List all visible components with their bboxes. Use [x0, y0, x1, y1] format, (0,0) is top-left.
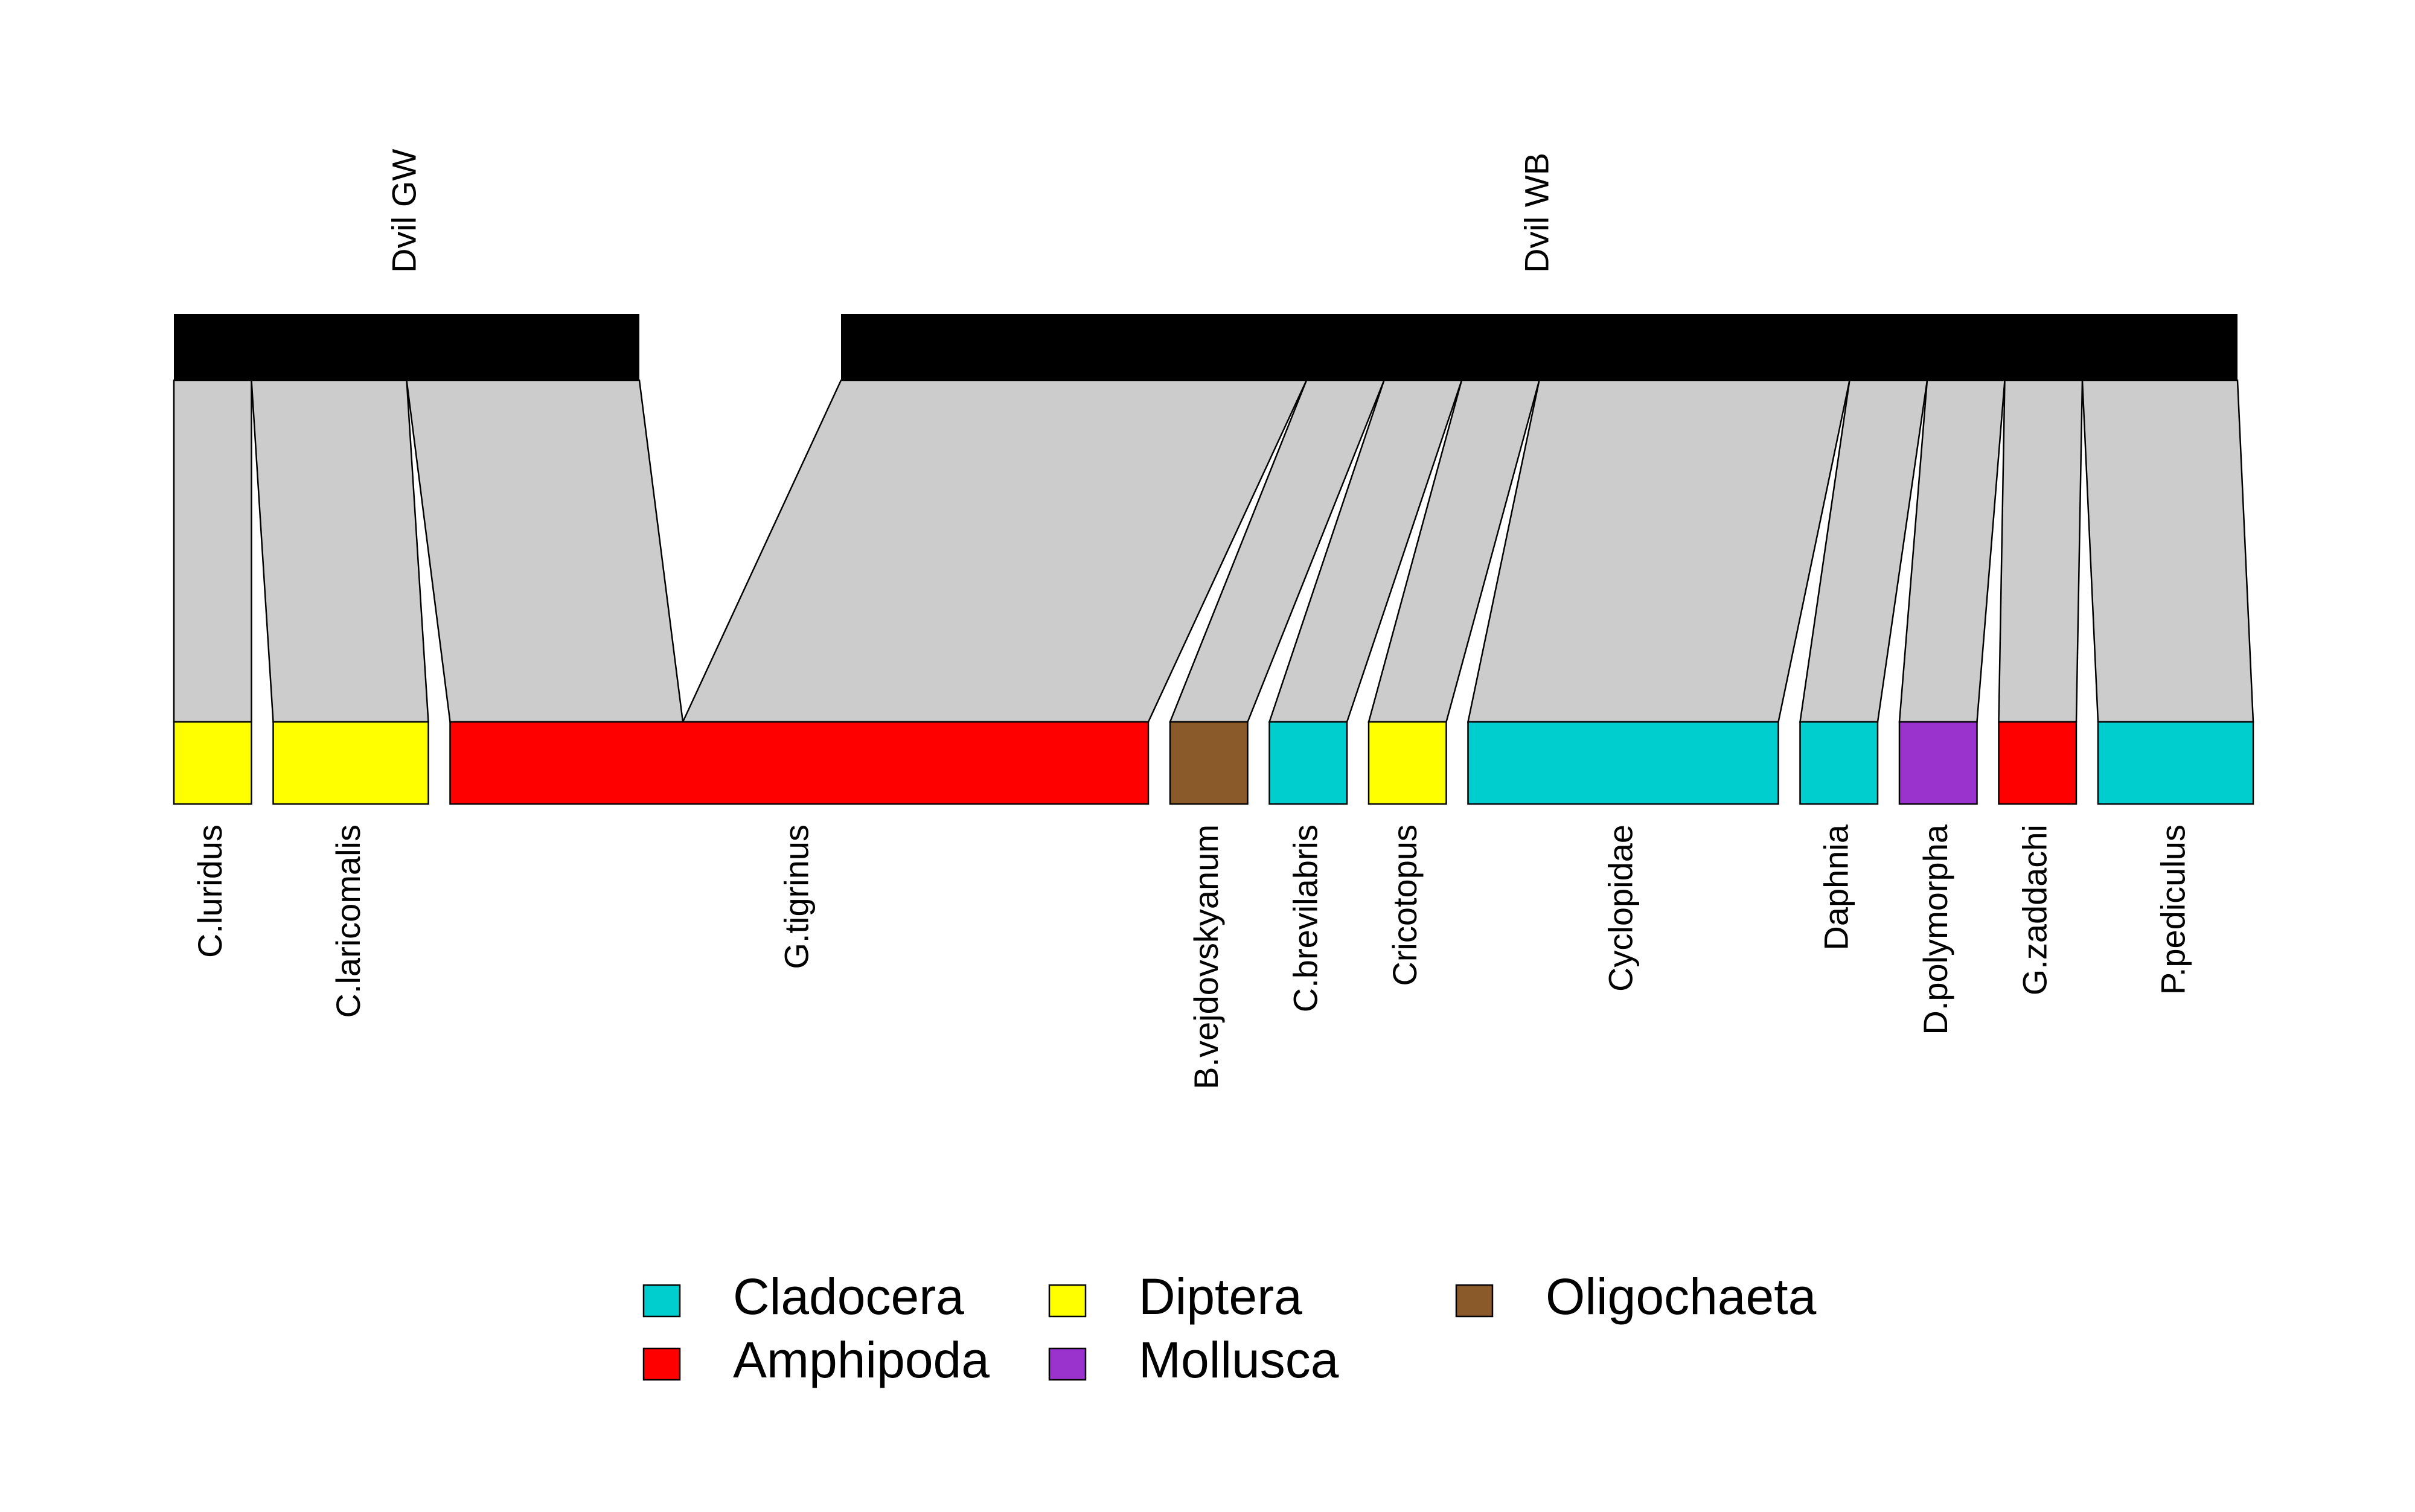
lower-label-cricotopus: Cricotopus — [1386, 825, 1424, 986]
legend-swatch-cladocera — [642, 1284, 681, 1318]
higher-label-dvil-gw: Dvil GW — [385, 149, 423, 273]
lower-level-boxes — [173, 721, 2254, 805]
higher-box-dvil-wb — [841, 314, 2237, 380]
lower-label-g-tigrinus: G.tigrinus — [778, 825, 816, 969]
lower-box-g-tigrinus — [449, 721, 1150, 805]
legend-label-amphipoda: Amphipoda — [733, 1332, 990, 1388]
link-g-zaddachi-dvil-wb — [1998, 379, 2084, 723]
lower-label-c-luridus: C.luridus — [191, 825, 229, 958]
node-labels: Dvil GW Dvil WB C.luridus C.laricomalis G.ti… — [191, 149, 2192, 1089]
lower-label-c-brevilabris: C.brevilabris — [1287, 825, 1325, 1012]
legend-label-diptera: Diptera — [1139, 1268, 1302, 1325]
lower-box-d-polymorpha — [1898, 721, 1978, 805]
higher-box-dvil-gw — [174, 314, 639, 380]
legend-swatch-mollusca — [1048, 1347, 1087, 1381]
lower-label-c-laricomalis: C.laricomalis — [329, 825, 367, 1018]
lower-box-p-pediculus — [2097, 721, 2254, 805]
lower-label-b-vejdovskyanum: B.vejdovskyanum — [1187, 825, 1225, 1089]
lower-box-g-zaddachi — [1998, 721, 2078, 805]
legend-swatch-diptera — [1048, 1284, 1087, 1318]
lower-box-b-vejdovskyanum — [1169, 721, 1249, 805]
legend-label-mollusca: Mollusca — [1139, 1332, 1339, 1388]
lower-label-p-pediculus: P.pediculus — [2154, 825, 2192, 995]
lower-box-cricotopus — [1367, 721, 1447, 805]
legend-label-oligochaeta: Oligochaeta — [1546, 1268, 1817, 1325]
legend-swatch-oligochaeta — [1455, 1284, 1494, 1318]
lower-label-d-polymorpha: D.polymorpha — [1916, 824, 1954, 1035]
link-c-luridus-dvil-gw — [173, 379, 252, 723]
lower-label-daphnia: Daphnia — [1817, 824, 1855, 950]
lower-label-cyclopidae: Cyclopidae — [1601, 825, 1639, 992]
legend-swatch-amphipoda — [642, 1347, 681, 1381]
lower-label-g-zaddachi: G.zaddachi — [2016, 825, 2054, 995]
lower-box-c-brevilabris — [1268, 721, 1348, 805]
link-c-laricomalis-dvil-gw — [251, 379, 429, 723]
lower-box-c-laricomalis — [272, 721, 429, 805]
higher-label-dvil-wb: Dvil WB — [1517, 153, 1555, 273]
legend: Cladocera Amphipoda Diptera Mollusca Oligoch… — [642, 1268, 1817, 1388]
interaction-links — [173, 379, 2254, 723]
lower-box-cyclopidae — [1467, 721, 1779, 805]
higher-level-boxes — [174, 314, 2237, 380]
lower-box-daphnia — [1799, 721, 1879, 805]
lower-box-c-luridus — [173, 721, 252, 805]
link-g-tigrinus-dvil-gw — [406, 379, 684, 723]
link-p-pediculus-dvil-wb — [2081, 379, 2254, 723]
legend-label-cladocera: Cladocera — [733, 1268, 964, 1325]
